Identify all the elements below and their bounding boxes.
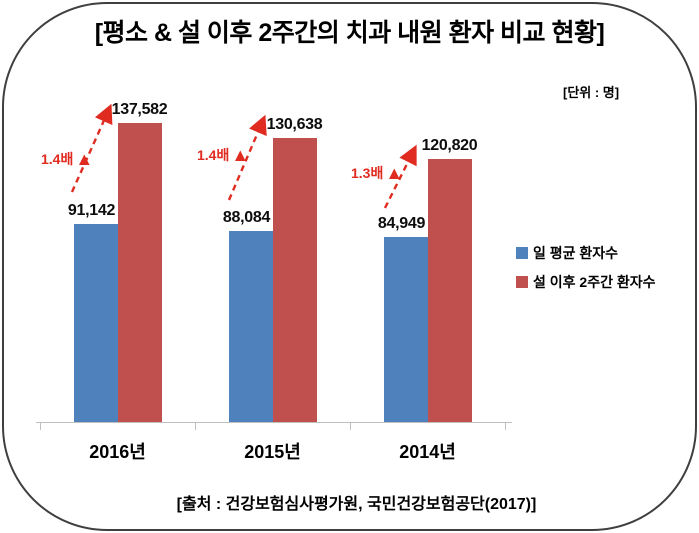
- legend-item: 설 이후 2주간 환자수: [516, 272, 656, 292]
- increase-ratio-label: 1.4배: [197, 147, 230, 163]
- increase-annotation: 1.4배 ▲: [197, 146, 249, 164]
- x-axis-line: [36, 422, 512, 423]
- unit-label: [단위 : 명]: [563, 85, 620, 100]
- increase-annotation: 1.3배 ▲: [351, 164, 403, 182]
- value-label: 120,820: [421, 137, 478, 154]
- value-label: 84,949: [377, 215, 426, 232]
- up-triangle-icon: ▲: [231, 145, 250, 165]
- bar-daily-2015년: [228, 231, 273, 422]
- legend-swatch: [516, 247, 528, 259]
- legend-swatch: [516, 276, 528, 288]
- legend-item-label: 일 평균 환자수: [533, 245, 619, 261]
- bar-daily-2016년: [73, 224, 118, 422]
- source-label: [출처 : 건강보험심사평가원, 국민건강보험공단(2017)]: [176, 496, 537, 513]
- bar-post-seollal-2016년: [117, 123, 162, 422]
- bar-daily-2014년: [383, 237, 428, 422]
- bar-post-seollal-2014년: [427, 159, 472, 422]
- chart-title: [평소 & 설 이후 2주간의 치과 내원 환자 비교 현황]: [94, 19, 605, 47]
- category-label: 2016년: [89, 442, 146, 462]
- increase-ratio-label: 1.4배: [41, 151, 74, 167]
- value-label: 130,638: [266, 116, 323, 133]
- category-label: 2015년: [244, 442, 301, 462]
- increase-ratio-label: 1.3배: [351, 165, 384, 181]
- value-label: 88,084: [222, 209, 271, 226]
- legend-item: 일 평균 환자수: [516, 243, 656, 263]
- axis-tick: [505, 423, 506, 430]
- axis-tick: [350, 423, 351, 430]
- up-triangle-icon: ▲: [75, 149, 94, 169]
- increase-annotation: 1.4배 ▲: [41, 150, 93, 168]
- value-label: 91,142: [67, 202, 116, 219]
- legend-item-label: 설 이후 2주간 환자수: [533, 274, 656, 290]
- bar-post-seollal-2015년: [272, 138, 317, 422]
- axis-tick: [195, 423, 196, 430]
- value-label: 137,582: [111, 101, 168, 118]
- axis-tick: [40, 423, 41, 430]
- category-label: 2014년: [399, 442, 456, 462]
- up-triangle-icon: ▲: [385, 163, 404, 183]
